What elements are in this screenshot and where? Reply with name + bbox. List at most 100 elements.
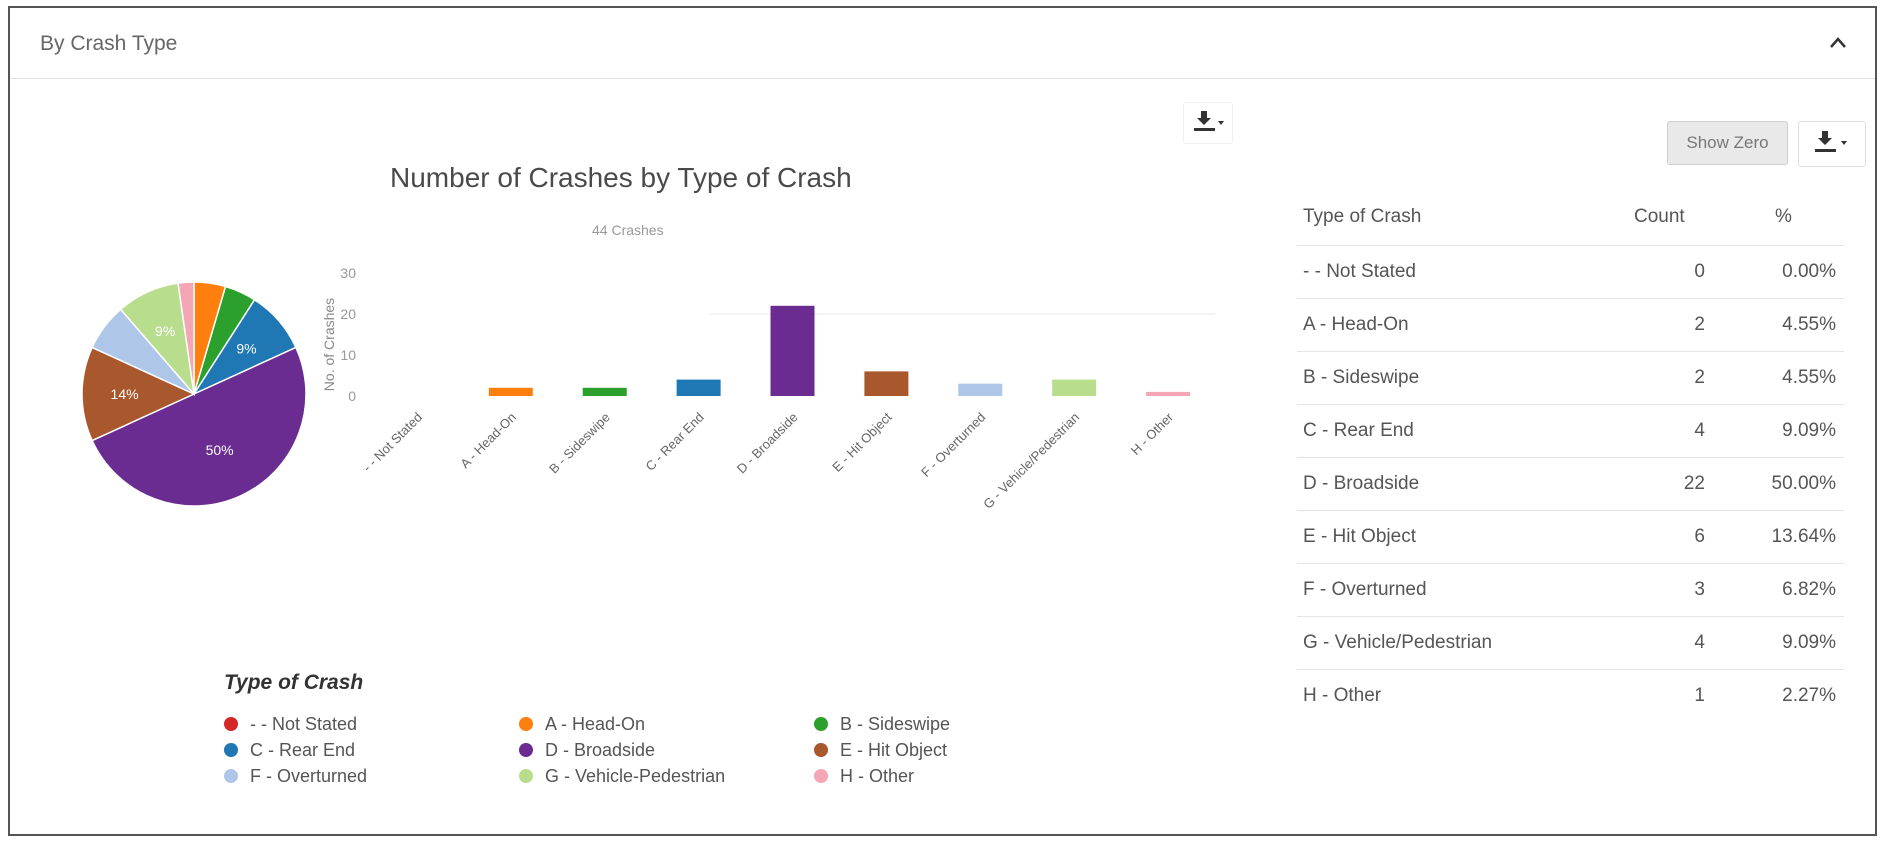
- column-header-type[interactable]: Type of Crash: [1303, 205, 1422, 227]
- cell-count: 4: [1574, 404, 1723, 458]
- cell-percent: 4.55%: [1723, 298, 1844, 352]
- x-tick-label: H - Other: [1128, 409, 1177, 458]
- bar[interactable]: [1146, 391, 1191, 396]
- legend-item[interactable]: A - Head-On: [519, 714, 645, 735]
- y-tick-label: 20: [340, 306, 356, 322]
- show-zero-button[interactable]: Show Zero: [1667, 121, 1788, 165]
- legend-swatch: [224, 717, 238, 731]
- legend-item[interactable]: D - Broadside: [519, 740, 655, 761]
- legend-label: D - Broadside: [545, 740, 656, 760]
- bar[interactable]: [864, 371, 909, 396]
- y-axis-label: No. of Crashes: [321, 298, 337, 391]
- cell-type: E - Hit Object: [1297, 510, 1574, 564]
- download-icon: [1194, 111, 1224, 131]
- y-tick-label: 30: [340, 265, 356, 281]
- legend-item[interactable]: F - Overturned: [224, 766, 367, 787]
- x-tick-label: C - Rear End: [642, 410, 706, 474]
- legend-item[interactable]: H - Other: [814, 766, 914, 787]
- table-row: G - Vehicle/Pedestrian 4 9.09%: [1297, 616, 1844, 670]
- cell-type: C - Rear End: [1297, 404, 1574, 458]
- legend-swatch: [224, 769, 238, 783]
- cell-percent: 0.00%: [1723, 245, 1844, 299]
- legend-swatch: [519, 769, 533, 783]
- bar[interactable]: [770, 305, 815, 396]
- legend-item[interactable]: B - Sideswipe: [814, 714, 950, 735]
- cell-percent: 2.27%: [1723, 669, 1844, 722]
- pie-slice[interactable]: [177, 281, 195, 395]
- collapse-button[interactable]: [1823, 28, 1853, 58]
- legend-swatch: [519, 743, 533, 757]
- cell-percent: 6.82%: [1723, 563, 1844, 617]
- pie-slice[interactable]: [91, 346, 307, 507]
- legend-label: B - Sideswipe: [840, 714, 951, 734]
- pie-data-label: 9%: [236, 341, 256, 357]
- bar[interactable]: [582, 387, 627, 396]
- bar[interactable]: [1052, 379, 1097, 396]
- table-export-button[interactable]: [1798, 121, 1866, 167]
- legend-item[interactable]: E - Hit Object: [814, 740, 947, 761]
- legend-label: E - Hit Object: [840, 740, 948, 760]
- cell-percent: 50.00%: [1723, 457, 1844, 511]
- x-tick-label: A - Head-On: [457, 410, 519, 472]
- chart-export-button[interactable]: [1183, 102, 1233, 144]
- panel-header[interactable]: By Crash Type: [10, 8, 1875, 79]
- bar[interactable]: [958, 383, 1003, 396]
- cell-count: 2: [1574, 298, 1723, 352]
- column-header-count[interactable]: Count: [1634, 205, 1685, 227]
- pie-data-label: 14%: [111, 386, 139, 402]
- pie-slice[interactable]: [81, 346, 196, 442]
- cell-count: 1: [1574, 669, 1723, 722]
- table-row: E - Hit Object 6 13.64%: [1297, 510, 1844, 564]
- cell-percent: 9.09%: [1723, 404, 1844, 458]
- legend-item[interactable]: G - Vehicle-Pedestrian: [519, 766, 725, 787]
- cell-type: G - Vehicle/Pedestrian: [1297, 616, 1574, 670]
- table-row: B - Sideswipe 2 4.55%: [1297, 351, 1844, 405]
- chart-title: Number of Crashes by Type of Crash: [390, 162, 852, 193]
- legend-swatch: [224, 743, 238, 757]
- cell-type: H - Other: [1297, 669, 1574, 722]
- legend-item[interactable]: C - Rear End: [224, 740, 355, 761]
- table-row: A - Head-On 2 4.55%: [1297, 298, 1844, 352]
- cell-count: 3: [1574, 563, 1723, 617]
- cell-type: - - Not Stated: [1297, 245, 1574, 299]
- table-row: C - Rear End 4 9.09%: [1297, 404, 1844, 458]
- bar[interactable]: [676, 379, 721, 396]
- cell-percent: 9.09%: [1723, 616, 1844, 670]
- x-tick-label: F - Overturned: [918, 410, 988, 480]
- legend-label: G - Vehicle-Pedestrian: [545, 766, 726, 786]
- pie-chart: 9% 50% 14% 9%: [81, 281, 307, 507]
- cell-count: 4: [1574, 616, 1723, 670]
- x-tick-label: D - Broadside: [734, 410, 801, 477]
- bar[interactable]: [488, 387, 533, 396]
- legend-swatch: [814, 743, 828, 757]
- cell-type: A - Head-On: [1297, 298, 1574, 352]
- cell-count: 22: [1574, 457, 1723, 511]
- bar-chart: 0 10 20 30 No. of Crashes - - Not Stated A - H…: [321, 265, 1215, 512]
- legend-label: F - Overturned: [250, 766, 368, 786]
- column-header-percent[interactable]: %: [1775, 205, 1792, 227]
- pie-data-label: 9%: [155, 323, 175, 339]
- legend-title: Type of Crash: [224, 671, 364, 694]
- table-row: - - Not Stated 0 0.00%: [1297, 245, 1844, 299]
- pie-data-label: 50%: [206, 442, 234, 458]
- x-tick-label: E - Hit Object: [829, 409, 895, 475]
- legend-label: A - Head-On: [545, 714, 646, 734]
- crash-type-panel: By Crash Type Number of Crashes by Type …: [8, 6, 1877, 836]
- table-row: H - Other 1 2.27%: [1297, 669, 1844, 722]
- cell-type: F - Overturned: [1297, 563, 1574, 617]
- legend-swatch: [814, 769, 828, 783]
- cell-percent: 13.64%: [1723, 510, 1844, 564]
- legend-label: H - Other: [840, 766, 915, 786]
- x-tick-label: G - Vehicle/Pedestrian: [980, 410, 1082, 512]
- legend-item[interactable]: - - Not Stated: [224, 714, 357, 735]
- table-row: D - Broadside 22 50.00%: [1297, 457, 1844, 511]
- panel-title: By Crash Type: [40, 32, 178, 55]
- crash-type-table: Type of Crash Count % - - Not Stated 0 0.0…: [1297, 188, 1844, 722]
- cell-type: B - Sideswipe: [1297, 351, 1574, 405]
- cell-count: 0: [1574, 245, 1723, 299]
- x-tick-label: B - Sideswipe: [546, 410, 613, 477]
- table-header-row: Type of Crash Count %: [1297, 188, 1844, 246]
- table-row: F - Overturned 3 6.82%: [1297, 563, 1844, 617]
- chevron-up-icon: [1830, 37, 1846, 48]
- x-tick-label: - - Not Stated: [360, 410, 425, 475]
